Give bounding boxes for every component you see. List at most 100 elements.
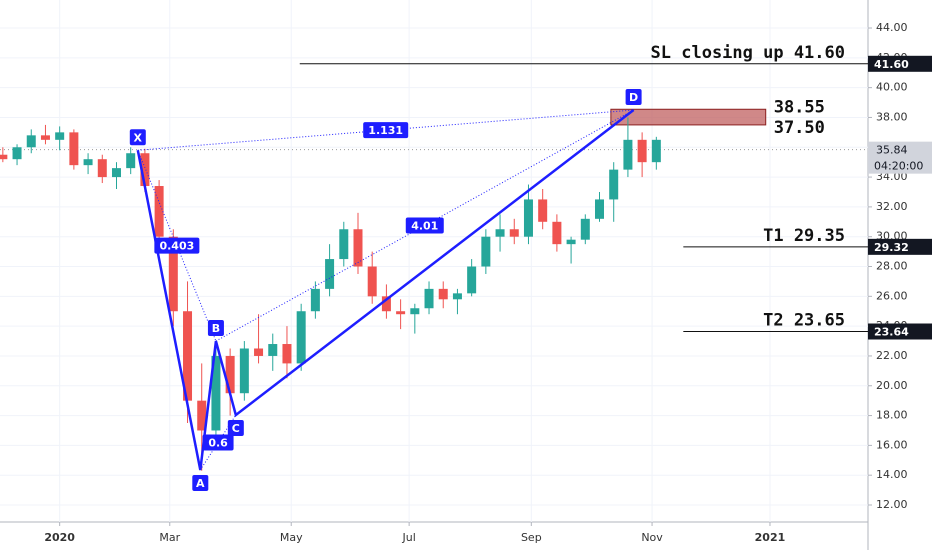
candle-body bbox=[168, 236, 178, 312]
pattern-line bbox=[136, 109, 635, 471]
candle-body bbox=[410, 308, 420, 315]
candle-body bbox=[580, 218, 590, 240]
candle-body bbox=[69, 132, 79, 166]
candle-body bbox=[12, 147, 22, 160]
level-label: T2 23.65 bbox=[763, 311, 845, 331]
x-tick-label: Sep bbox=[521, 531, 542, 544]
candle-body bbox=[126, 153, 136, 169]
point-box bbox=[129, 129, 146, 146]
ratio-label: 1.131 bbox=[368, 124, 403, 137]
x-tick-label: Mar bbox=[159, 531, 180, 544]
candle-body bbox=[183, 311, 193, 401]
candle-body bbox=[424, 288, 434, 309]
x-tick-label: 2021 bbox=[755, 531, 786, 544]
candle-body bbox=[623, 139, 633, 170]
candle-body bbox=[225, 355, 235, 394]
candle-body bbox=[97, 159, 107, 178]
point-box bbox=[192, 474, 209, 491]
y-tick-label: 20.00 bbox=[876, 379, 908, 392]
candle-body bbox=[438, 288, 448, 300]
candle-body bbox=[26, 135, 36, 148]
candle-body bbox=[0, 154, 8, 160]
candle-body bbox=[111, 168, 121, 178]
candle-body bbox=[353, 229, 363, 267]
candle-body bbox=[140, 153, 150, 187]
zone-label: 38.55 bbox=[774, 97, 825, 117]
candle-body bbox=[154, 186, 164, 237]
y-tick-label: 28.00 bbox=[876, 260, 908, 273]
y-tick-label: 18.00 bbox=[876, 409, 908, 422]
x-tick-label: Nov bbox=[641, 531, 663, 544]
y-tick-label: 12.00 bbox=[876, 498, 908, 511]
candle-body bbox=[566, 239, 576, 245]
point-label: D bbox=[629, 91, 638, 104]
price-tag bbox=[868, 323, 932, 340]
point-box bbox=[625, 89, 642, 106]
ratio-label: 4.01 bbox=[411, 220, 438, 233]
ratio-box bbox=[363, 122, 409, 139]
candle-body bbox=[396, 311, 406, 315]
candle-body bbox=[481, 236, 491, 267]
candle-body bbox=[239, 348, 249, 394]
candle-body bbox=[509, 229, 519, 237]
candle-body bbox=[55, 132, 65, 140]
y-tick-label: 32.00 bbox=[876, 200, 908, 213]
candle-body bbox=[40, 135, 50, 140]
y-tick-label: 38.00 bbox=[876, 110, 908, 123]
candle-body bbox=[268, 344, 278, 356]
ratio-label: 0.403 bbox=[159, 240, 194, 253]
candle-body bbox=[197, 400, 207, 431]
price-tag-label: 41.60 bbox=[874, 58, 909, 71]
price-tag bbox=[868, 55, 932, 72]
level-label: SL closing up 41.60 bbox=[651, 43, 845, 63]
price-tag-label: 29.32 bbox=[874, 241, 909, 254]
point-label: A bbox=[196, 477, 205, 490]
candle-body bbox=[538, 199, 548, 222]
last-price-label: 35.84 bbox=[876, 144, 908, 157]
ratio-box bbox=[202, 434, 234, 451]
candle-body bbox=[552, 221, 562, 245]
point-box bbox=[227, 419, 244, 436]
candle-body bbox=[381, 296, 391, 312]
y-tick-label: 14.00 bbox=[876, 468, 908, 481]
candle-body bbox=[211, 355, 221, 431]
candle-body bbox=[595, 199, 605, 219]
candle-body bbox=[254, 348, 264, 356]
countdown-label: 04:20:00 bbox=[874, 160, 923, 173]
y-tick-label: 40.00 bbox=[876, 81, 908, 94]
candle-body bbox=[296, 311, 306, 364]
x-tick-label: Jul bbox=[401, 531, 415, 544]
candle-body bbox=[495, 229, 505, 237]
point-box bbox=[207, 320, 224, 337]
candle-body bbox=[467, 266, 477, 294]
ratio-box bbox=[154, 237, 200, 254]
candle-body bbox=[310, 288, 320, 312]
point-label: X bbox=[134, 131, 143, 144]
candle-body bbox=[282, 344, 292, 364]
target-zone bbox=[610, 108, 767, 126]
candle-body bbox=[609, 169, 619, 200]
zone-label: 37.50 bbox=[774, 118, 825, 138]
candle-body bbox=[339, 229, 349, 260]
last-price-tag bbox=[868, 141, 932, 174]
candle-body bbox=[651, 139, 661, 163]
candle-body bbox=[452, 293, 462, 300]
ratio-label: 0.6 bbox=[208, 436, 228, 449]
ratio-line bbox=[137, 109, 634, 151]
y-tick-label: 22.00 bbox=[876, 349, 908, 362]
x-tick-label: May bbox=[280, 531, 303, 544]
candle-body bbox=[637, 139, 647, 163]
x-tick-label: 2020 bbox=[44, 531, 75, 544]
candle-body bbox=[367, 266, 377, 297]
level-label: T1 29.35 bbox=[763, 226, 845, 246]
ratio-box bbox=[405, 217, 444, 234]
y-tick-label: 16.00 bbox=[876, 438, 908, 451]
price-tag-label: 23.64 bbox=[874, 326, 909, 339]
candle-body bbox=[523, 199, 533, 237]
ratio-line bbox=[137, 150, 217, 342]
y-tick-label: 44.00 bbox=[876, 21, 908, 34]
candle-body bbox=[325, 259, 335, 289]
